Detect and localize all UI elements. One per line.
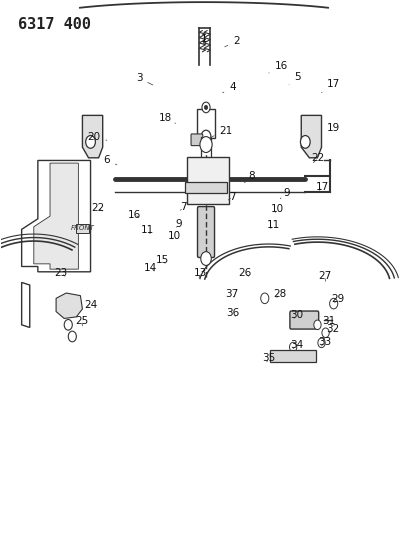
Text: 4: 4 [223, 82, 236, 93]
FancyBboxPatch shape [290, 311, 319, 329]
Text: 13: 13 [193, 268, 206, 278]
FancyBboxPatch shape [187, 157, 229, 204]
Text: 16: 16 [269, 61, 288, 73]
Text: 15: 15 [156, 255, 169, 265]
Circle shape [201, 252, 211, 265]
Text: 11: 11 [267, 220, 280, 230]
Polygon shape [22, 282, 30, 327]
Text: 9: 9 [175, 219, 182, 229]
Circle shape [330, 298, 338, 309]
FancyBboxPatch shape [191, 134, 203, 146]
Text: 31: 31 [322, 316, 335, 326]
Circle shape [65, 297, 80, 316]
Text: 36: 36 [226, 308, 240, 318]
Text: 21: 21 [212, 126, 233, 136]
Polygon shape [56, 293, 82, 318]
Text: 17: 17 [316, 182, 329, 192]
Text: 34: 34 [290, 340, 303, 350]
FancyBboxPatch shape [185, 182, 227, 193]
Text: 3: 3 [136, 73, 153, 85]
Text: 32: 32 [326, 324, 339, 334]
Circle shape [314, 320, 321, 329]
Text: FRONT: FRONT [71, 225, 94, 231]
Text: 10: 10 [271, 204, 284, 214]
Circle shape [290, 342, 297, 352]
Text: 28: 28 [273, 289, 287, 299]
Polygon shape [22, 160, 91, 272]
Text: 11: 11 [141, 225, 154, 236]
Circle shape [318, 338, 325, 348]
Text: 30: 30 [290, 310, 303, 320]
Text: 24: 24 [84, 300, 97, 310]
Circle shape [300, 135, 310, 148]
Text: 14: 14 [144, 263, 157, 272]
Circle shape [322, 328, 329, 337]
Polygon shape [82, 115, 103, 158]
Text: 27: 27 [318, 271, 331, 281]
Circle shape [204, 106, 208, 110]
Text: 17: 17 [322, 78, 340, 93]
Circle shape [200, 136, 212, 152]
Text: 19: 19 [322, 123, 340, 133]
Circle shape [69, 302, 75, 311]
FancyBboxPatch shape [197, 207, 215, 257]
Text: 6317 400: 6317 400 [18, 17, 91, 33]
Text: 6: 6 [104, 156, 117, 165]
Circle shape [202, 102, 210, 113]
Text: 25: 25 [75, 316, 88, 326]
Text: 7: 7 [228, 191, 236, 201]
Text: 1: 1 [201, 34, 207, 44]
Text: 5: 5 [289, 71, 301, 85]
Text: 26: 26 [239, 268, 252, 278]
Text: 23: 23 [55, 268, 68, 278]
Circle shape [261, 293, 269, 304]
Text: 22: 22 [312, 153, 325, 163]
Text: 9: 9 [280, 188, 290, 199]
Polygon shape [34, 163, 78, 269]
FancyBboxPatch shape [271, 350, 316, 362]
Text: 29: 29 [331, 294, 344, 304]
Text: 35: 35 [262, 353, 275, 362]
FancyBboxPatch shape [76, 224, 89, 232]
Text: 22: 22 [91, 203, 104, 213]
Circle shape [68, 331, 76, 342]
Text: 16: 16 [128, 209, 141, 220]
Circle shape [201, 130, 211, 143]
Text: 18: 18 [159, 113, 175, 123]
Text: 8: 8 [244, 172, 255, 183]
Polygon shape [301, 115, 322, 158]
Text: 10: 10 [168, 231, 182, 241]
Text: 37: 37 [225, 289, 238, 299]
FancyBboxPatch shape [197, 109, 215, 138]
Text: 7: 7 [180, 202, 186, 212]
Text: 33: 33 [318, 337, 331, 347]
Text: 2: 2 [225, 36, 240, 47]
Circle shape [86, 135, 95, 148]
Circle shape [64, 319, 72, 330]
Text: 20: 20 [87, 132, 107, 142]
